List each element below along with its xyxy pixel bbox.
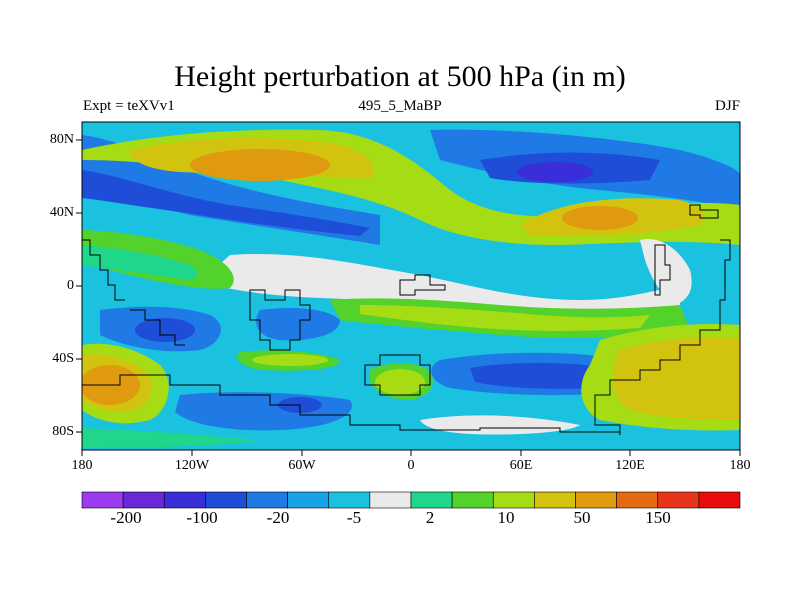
colorbar-swatch [81,491,124,509]
colorbar-swatch [492,491,535,509]
lon-label-60w: 60W [288,458,316,473]
colorbar [81,491,741,509]
colorbar-swatch [616,491,659,509]
colorbar-label: 10 [497,508,515,527]
height-field [82,122,740,450]
lon-label-60e: 60E [509,458,533,473]
colorbar-label: -5 [346,508,362,527]
colorbar-label: -20 [266,508,290,527]
lat-label-80s: 80S [52,424,74,439]
colorbar-label: -100 [186,508,218,527]
coastline-west-pacific [130,309,185,346]
field-tropical-zero-east [640,239,692,305]
lon-label-120w: 120W [174,458,210,473]
field-nw-band-inner [82,245,198,280]
colorbar-label: 2 [425,508,435,527]
coastline-africa [364,354,431,396]
colorbar-swatch [246,491,288,509]
colorbar-swatch [451,491,494,509]
colorbar-swatch [205,491,247,509]
colorbar-swatch [410,491,453,509]
colorbar-swatch [328,491,371,509]
colorbar-swatch [287,491,330,509]
field-south-minimum-west [135,318,195,342]
lat-label-40n: 40N [49,205,74,220]
colorbar-swatch [575,491,617,509]
coastline-arabia [399,274,446,296]
coastline-eastern [594,239,731,435]
field-north-maximum [190,149,330,181]
coastline-south-america [249,289,311,351]
colorbar-swatch [369,491,412,509]
lon-label-180w: 180 [71,458,93,473]
field-tropical-belt-core [360,305,650,331]
field-antarctic-green [82,428,260,448]
coastline-north-america [82,239,125,301]
field-south-maximum-central [252,354,328,366]
lat-label-40s: 40S [52,351,74,366]
lon-label-0: 0 [407,458,415,473]
lat-label-0: 0 [67,278,74,293]
period-label: 495_5_MaBP [358,98,442,114]
colorbar-label: 50 [573,508,591,527]
field-east-maximum [562,206,638,230]
coastline-asia [654,244,671,296]
lon-label-180e: 180 [729,458,751,473]
colorbar-swatch [698,491,741,509]
field-ne-minimum [517,162,593,182]
colorbar-swatch [122,491,165,509]
coastline-japan [689,204,719,219]
coastline-antarctica [82,374,620,433]
lat-label-80n: 80N [49,132,74,147]
axis-ticks [76,139,741,456]
colorbar-swatch [163,491,206,509]
field-south-blue-mid [256,308,340,341]
lon-label-120e: 120E [615,458,645,473]
colorbar-swatch [534,491,576,509]
field-south-maximum-sa [375,369,425,395]
colorbar-swatch [657,491,700,509]
field-south-ridge-east-inner [613,336,740,420]
colorbar-label: 150 [645,508,671,527]
experiment-label: Expt = teXVv1 [83,98,175,114]
season-label: DJF [714,98,740,114]
plot-title: Height perturbation at 500 hPa (in m) [174,60,626,93]
colorbar-label: -200 [110,508,142,527]
coastlines [82,204,731,435]
field-north-blue-core [82,170,370,236]
